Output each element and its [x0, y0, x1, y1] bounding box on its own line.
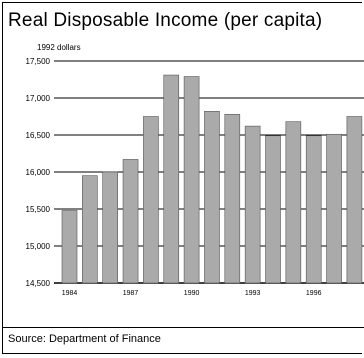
x-tick-label: 1987 [123, 290, 139, 297]
chart-title: Real Disposable Income (per capita) [8, 10, 323, 31]
bar-1991 [204, 111, 220, 284]
bar-1996 [305, 135, 322, 284]
x-tick-label: 1993 [245, 290, 261, 297]
bar-1993 [244, 125, 261, 284]
bar-1995 [285, 121, 302, 284]
bar-1988 [143, 116, 159, 284]
source-divider [2, 327, 364, 328]
unit-label: 1992 dollars [37, 43, 81, 52]
x-axis-ticks: 1984 1987 1990 1993 1996 [62, 290, 322, 297]
bar-1986 [102, 171, 118, 284]
bars [61, 74, 363, 284]
y-axis-ticks: 14,500 15,000 15,500 16,000 16,500 17,000 17,5… [26, 57, 51, 288]
x-tick-label: 1990 [184, 290, 200, 297]
bar-1984 [61, 210, 78, 284]
y-tick-label: 15,000 [26, 242, 51, 251]
x-tick-label: 1996 [306, 290, 322, 297]
bar-chart: 14,500 15,000 15,500 16,000 16,500 17,000 17,5… [26, 57, 364, 297]
bar-1994 [265, 135, 281, 284]
y-tick-label: 14,500 [26, 279, 51, 288]
bar-1998 [346, 116, 363, 284]
chart-frame [2, 2, 362, 354]
bar-1989 [163, 74, 180, 284]
y-tick-label: 17,500 [26, 57, 51, 66]
y-tick-label: 16,500 [26, 131, 51, 140]
bar-1987 [122, 159, 139, 284]
bar-1997 [326, 133, 342, 284]
bar-1990 [183, 76, 200, 284]
y-tick-label: 16,000 [26, 168, 51, 177]
bar-1985 [82, 175, 98, 284]
bar-1992 [224, 113, 241, 284]
y-tick-label: 17,000 [26, 94, 51, 103]
x-tick-label: 1984 [62, 290, 78, 297]
source-note: Source: Department of Finance [8, 333, 161, 345]
y-tick-label: 15,500 [26, 205, 51, 214]
